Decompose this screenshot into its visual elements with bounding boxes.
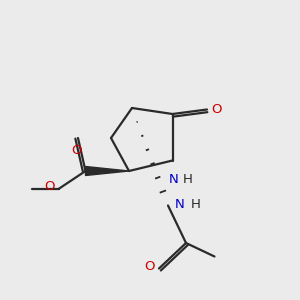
Text: O: O xyxy=(71,144,82,157)
Text: O: O xyxy=(44,180,55,193)
Text: H: H xyxy=(183,172,193,186)
Text: N: N xyxy=(175,198,184,211)
Text: O: O xyxy=(144,260,154,274)
Text: O: O xyxy=(211,103,221,116)
Text: N: N xyxy=(169,172,179,186)
Text: H: H xyxy=(190,198,200,211)
Polygon shape xyxy=(85,167,129,176)
